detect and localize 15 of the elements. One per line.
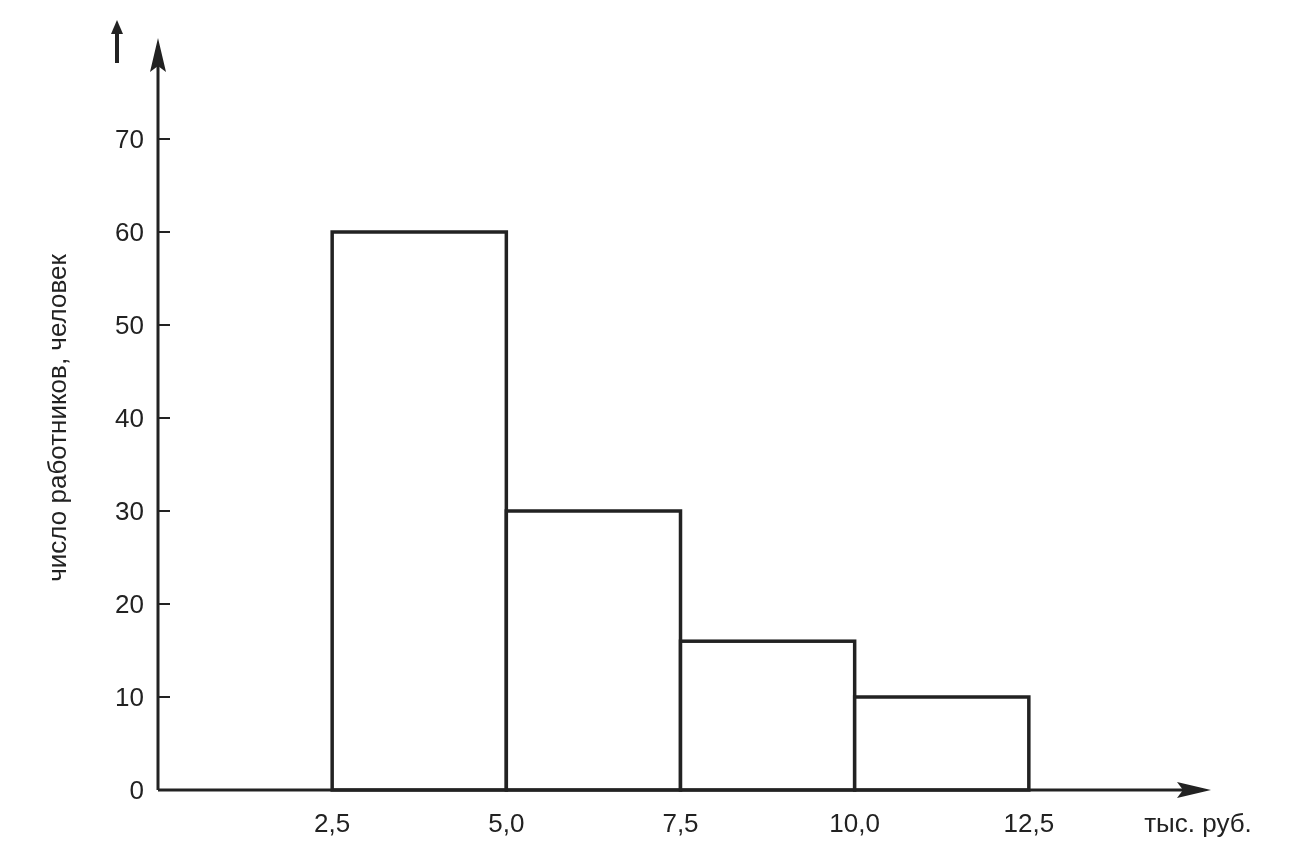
y-axis-title: число работников, человек <box>42 253 72 582</box>
y-tick-label: 40 <box>115 403 144 434</box>
x-axis-title: тыс. руб. <box>1144 808 1252 838</box>
y-tick-label: 10 <box>115 682 144 713</box>
x-tick-label: 10,0 <box>829 808 880 838</box>
y-tick-label: 20 <box>115 589 144 620</box>
x-tick-label: 12,5 <box>1003 808 1055 838</box>
y-tick-label: 50 <box>115 310 144 341</box>
x-tick-label: 2,5 <box>314 808 351 838</box>
y-tick-label: 60 <box>115 217 144 248</box>
y-tick-label: 0 <box>129 775 144 806</box>
y-tick-label: 30 <box>115 496 144 527</box>
x-tick-label: 5,0 <box>488 808 525 838</box>
y-tick-label: 70 <box>115 124 144 155</box>
x-tick-label: 7,5 <box>662 808 699 838</box>
